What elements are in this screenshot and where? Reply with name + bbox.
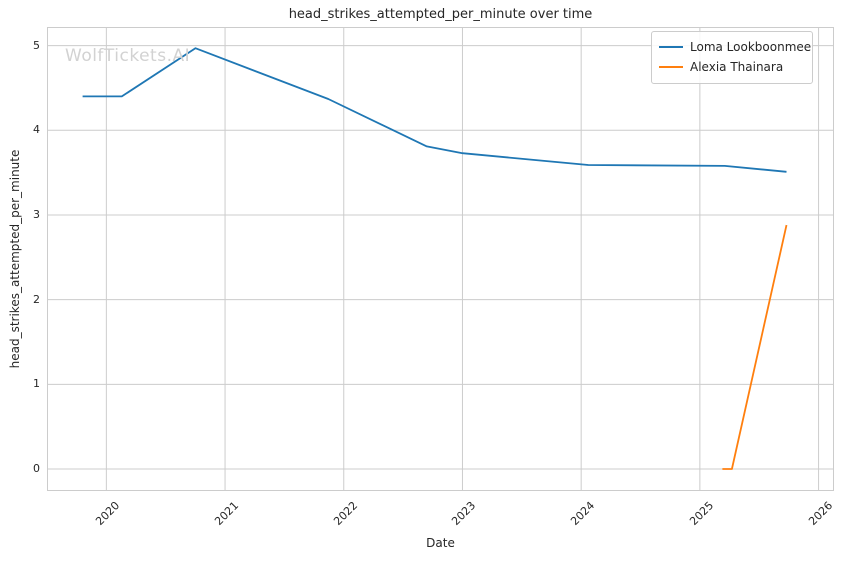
legend: Loma Lookboonmee Alexia Thainara [651, 31, 813, 84]
legend-label: Loma Lookboonmee [690, 40, 812, 54]
plot-border [47, 27, 834, 491]
legend-item-loma-lookboonmee: Loma Lookboonmee [659, 37, 811, 57]
legend-line-sample-icon [659, 46, 683, 48]
legend-item-alexia-thainara: Alexia Thainara [659, 57, 804, 77]
y-tick-label: 3 [33, 207, 40, 221]
y-axis-label: head_strikes_attempted_per_minute [8, 149, 22, 369]
y-tick-label: 1 [33, 377, 40, 391]
y-tick-label: 4 [33, 123, 40, 137]
series-line-alexia-thainara [722, 224, 788, 470]
x-axis-label: Date [426, 536, 455, 550]
legend-line-sample-icon [659, 66, 683, 68]
series-line-loma-lookboonmee [82, 47, 787, 173]
watermark-text: WolfTickets.AI [65, 46, 191, 66]
legend-label: Alexia Thainara [690, 60, 784, 74]
chart-title: head_strikes_attempted_per_minute over t… [288, 7, 593, 22]
y-tick-label: 5 [33, 38, 40, 52]
y-tick-label: 2 [33, 292, 40, 306]
y-tick-label: 0 [33, 461, 40, 475]
